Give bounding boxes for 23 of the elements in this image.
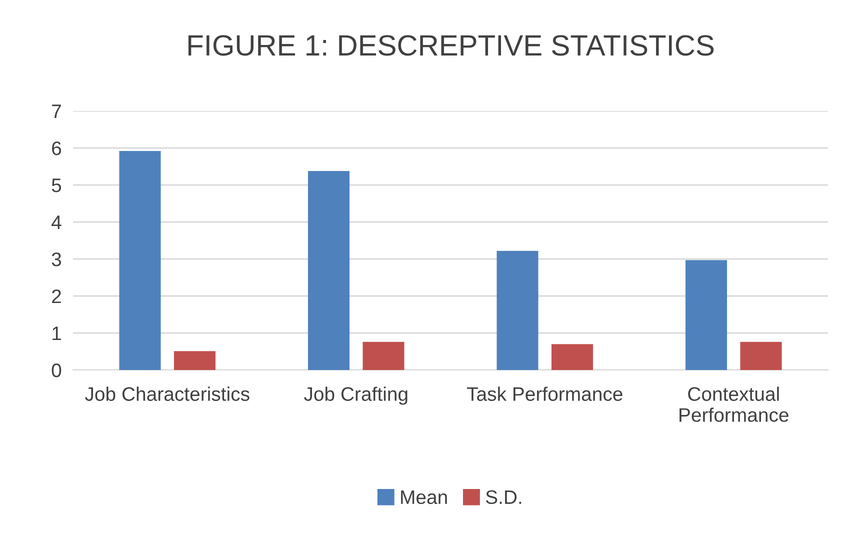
bar (685, 260, 728, 370)
bar (362, 342, 404, 370)
bar (308, 170, 350, 370)
bar (740, 342, 782, 370)
x-tick-label: Job Characteristics (85, 386, 250, 401)
chart-title: FIGURE 1: DESCREPTIVE STATISTICS (188, 35, 714, 56)
y-tick-label: 3 (52, 252, 62, 266)
bar (119, 150, 161, 370)
y-tick-label: 0 (52, 363, 62, 378)
legend-label: S.D. (486, 490, 522, 504)
bar (174, 351, 216, 370)
y-tick-label: 4 (52, 216, 62, 230)
legend-label: Mean (401, 490, 447, 504)
y-tick-label: 6 (52, 141, 62, 156)
y-tick-label: 5 (52, 178, 62, 192)
y-tick-label: 2 (52, 289, 61, 304)
y-tick-label: 1 (52, 326, 61, 340)
x-tick-label: Job Crafting (304, 386, 408, 405)
x-tick-label: Task Performance (466, 386, 622, 401)
x-tick-label: Contextual Performance (680, 386, 788, 422)
bar (551, 344, 594, 370)
bar (496, 250, 538, 370)
y-tick-label: 7 (52, 104, 61, 118)
